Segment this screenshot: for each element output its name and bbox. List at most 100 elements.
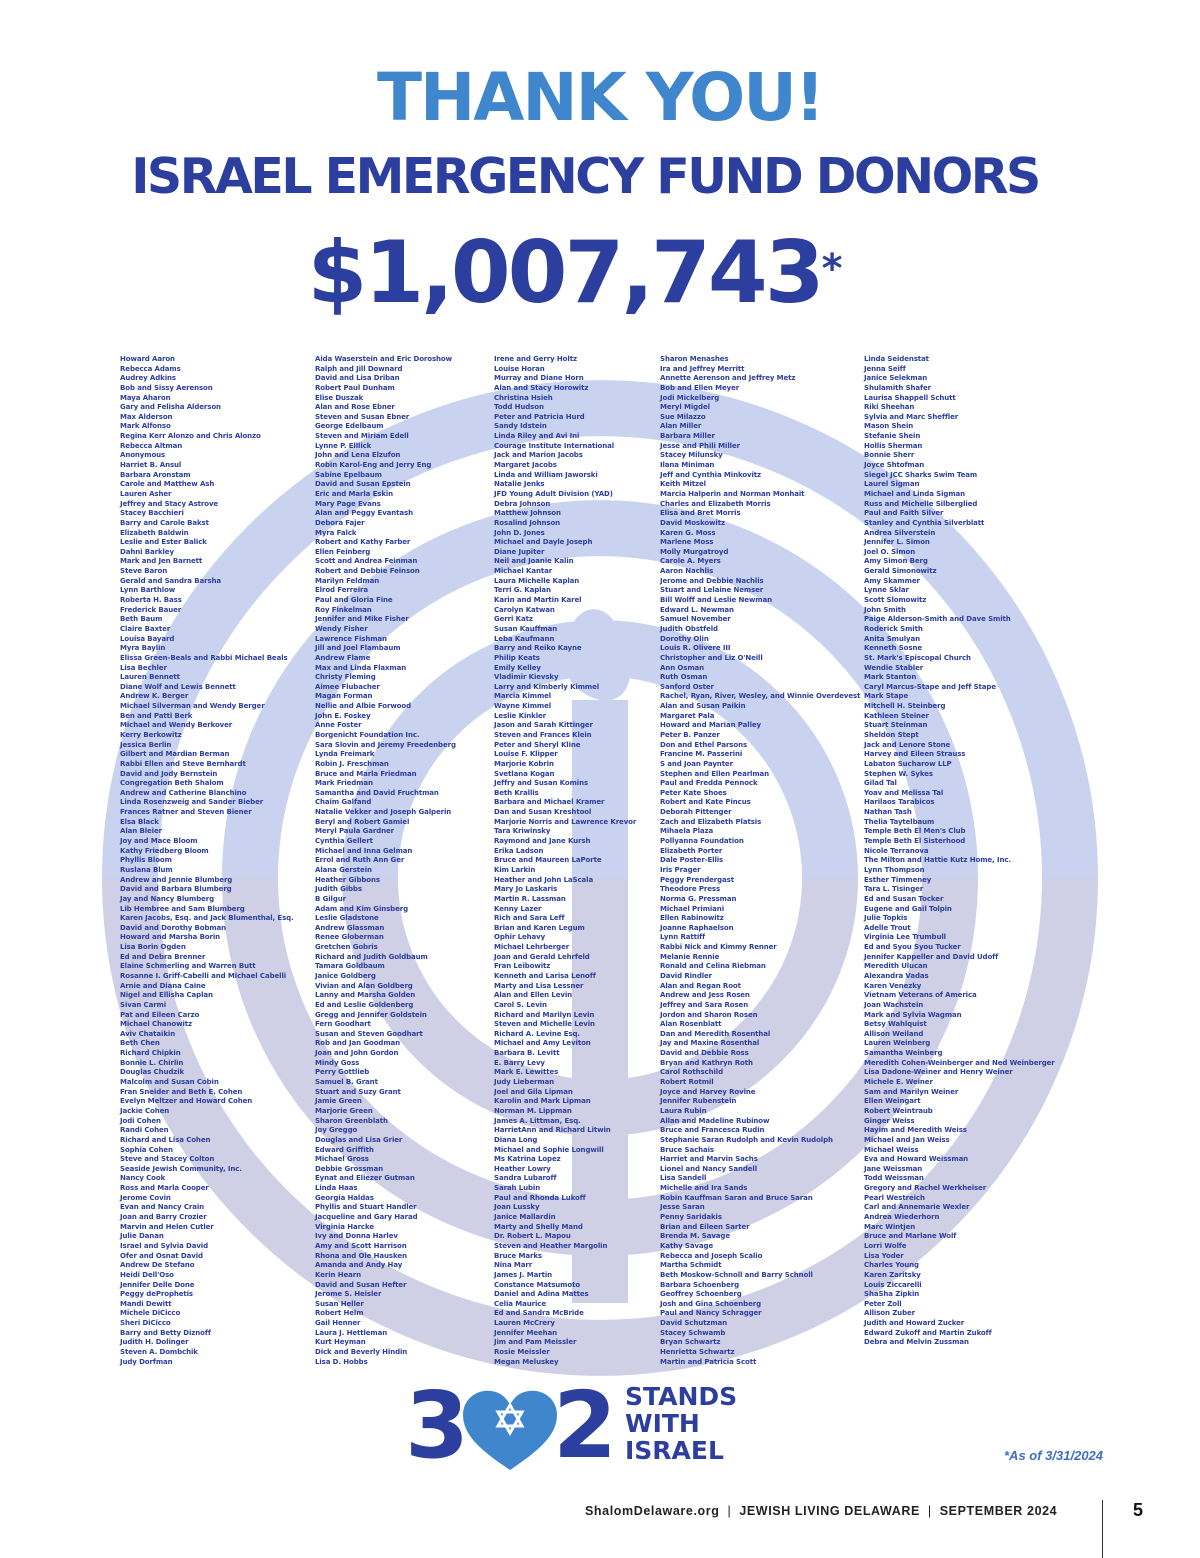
donor-name: Jay and Nancy Blumberg bbox=[120, 894, 215, 903]
donor-name: Jesse Saran bbox=[660, 1203, 705, 1212]
donor-name: Elsa Black bbox=[120, 817, 159, 826]
donor-name: Jim and Pam Meissler bbox=[494, 1338, 577, 1347]
donor-name: Gregory and Rachel Werkheiser bbox=[864, 1184, 987, 1193]
donor-name: Harriet and Marvin Sachs bbox=[660, 1155, 758, 1164]
as-of-footnote: *As of 3/31/2024 bbox=[1004, 1448, 1104, 1463]
donor-name: David and Dorothy Bobman bbox=[120, 923, 227, 932]
donor-name: Paige Alderson-Smith and Dave Smith bbox=[864, 615, 1011, 624]
donor-name: Elise Duszak bbox=[315, 393, 364, 402]
donor-name: Daniel and Adina Mattes bbox=[494, 1290, 589, 1299]
donor-name: Ed and Leslie Goldenberg bbox=[315, 1000, 414, 1009]
donor-name: Steven and Michelle Levin bbox=[494, 1020, 595, 1029]
donor-name: Vivian and Alan Goldberg bbox=[315, 981, 413, 990]
donor-name: Seaside Jewish Community, Inc. bbox=[120, 1164, 242, 1173]
donor-name: Rob and Jan Goodman bbox=[315, 1039, 401, 1048]
donor-name: Pearl Westreich bbox=[864, 1193, 925, 1202]
donor-name: Elizabeth Baldwin bbox=[120, 528, 189, 537]
donor-name: Debora Fajer bbox=[315, 518, 365, 527]
donor-name: Barbara and Michael Kramer bbox=[494, 798, 605, 807]
donor-name: Barry and Betty Diznoff bbox=[120, 1328, 211, 1337]
donor-name: Harriet B. Ansul bbox=[120, 461, 182, 470]
donor-name: Celia Maurice bbox=[494, 1299, 546, 1308]
donor-name: Mason Shein bbox=[864, 422, 914, 431]
donor-name: Carl and Annemarie Wexler bbox=[864, 1203, 970, 1212]
donor-name: Mark and Sylvia Wagman bbox=[864, 1010, 962, 1019]
fund-donors-heading: ISRAEL EMERGENCY FUND DONORS bbox=[131, 148, 1041, 205]
donor-name: Robert and Kathy Farber bbox=[315, 538, 411, 547]
donor-name: Stuart and Lelaine Nemser bbox=[660, 586, 764, 595]
donor-name: Errol and Ruth Ann Ger bbox=[315, 856, 405, 865]
donor-name: Judy Dorfman bbox=[120, 1357, 173, 1366]
donor-name: Stephanie Saran Rudolph and Kevin Rudolp… bbox=[660, 1135, 833, 1144]
donor-name: Bob and Ellen Meyer bbox=[660, 383, 740, 392]
donor-name: Peter Zoll bbox=[864, 1299, 902, 1308]
donor-name: Laurisa Shappell Schutt bbox=[864, 393, 956, 402]
donor-name: Jennifer Delle Done bbox=[120, 1280, 195, 1289]
donor-name: Dorothy Olin bbox=[660, 634, 709, 643]
donor-name: Louis R. Olivere III bbox=[660, 644, 731, 653]
donor-name: Yoav and Melissa Tal bbox=[864, 788, 944, 797]
donor-name: Jackie Cohen bbox=[120, 1106, 170, 1115]
donor-name: Elrod Ferreira bbox=[315, 586, 368, 595]
donor-name: Meredith Ulucan bbox=[864, 962, 928, 971]
donor-name: Paul and Faith Silver bbox=[864, 509, 944, 518]
donor-name: Martin R. Lassman bbox=[494, 894, 566, 903]
donor-name: Larry and Kimberly Kimmel bbox=[494, 682, 600, 691]
donor-name: Bruce Sachais bbox=[660, 1145, 714, 1154]
donor-name: Gerald and Sandra Barsha bbox=[120, 576, 222, 585]
donor-name: Joanne Raphaelson bbox=[660, 923, 734, 932]
donor-name: Karen Zaritsky bbox=[864, 1270, 921, 1279]
donor-name: HarrietAnn and Richard Litwin bbox=[494, 1126, 611, 1135]
donor-name: Erika Ladson bbox=[494, 846, 544, 855]
donor-name: Alan and Ellen Levin bbox=[494, 991, 573, 1000]
donor-name: Ed and Syou Syou Tucker bbox=[864, 943, 961, 952]
donor-name: Dick and Beverly Hindin bbox=[315, 1347, 408, 1356]
donor-name: Marjorie Kobrin bbox=[494, 759, 554, 768]
footer-site: ShalomDelaware.org bbox=[585, 1504, 720, 1518]
donor-name: Don and Ethel Parsons bbox=[660, 740, 748, 749]
donor-name: John Smith bbox=[864, 605, 906, 614]
donor-name: Gregg and Jennifer Goldstein bbox=[315, 1010, 427, 1019]
donor-name: Hollis Sherman bbox=[864, 441, 923, 450]
donor-name: Marcia Kimmel bbox=[494, 692, 552, 701]
donor-name: Laura Rubin bbox=[660, 1106, 707, 1115]
donor-name: Heather and John LaScala bbox=[494, 875, 594, 884]
donor-name: Tara Kriwinsky bbox=[494, 827, 551, 836]
donor-name: Michael and Wendy Berkover bbox=[120, 721, 233, 730]
donor-name: Jill and Joel Flambaum bbox=[315, 644, 401, 653]
donor-name: Sophia Cohen bbox=[120, 1145, 173, 1154]
donor-name: Congregation Beth Shalom bbox=[120, 779, 224, 788]
donor-name: Bob and Sissy Aerenson bbox=[120, 383, 213, 392]
donor-name: Regina Kerr Alonzo and Chris Alonzo bbox=[120, 432, 261, 441]
donor-name: Aida Waserstein and Eric Doroshow bbox=[315, 355, 453, 363]
donor-name: David and Susan Epstein bbox=[315, 480, 411, 489]
donor-name: Arnie and Diana Caine bbox=[120, 981, 206, 990]
donor-name: Virginia Harcke bbox=[315, 1222, 374, 1231]
donor-name: Andrew and Jess Rosen bbox=[660, 991, 750, 1000]
donor-name: Lisa Bechler bbox=[120, 663, 167, 672]
donor-name: Kenny Lazer bbox=[494, 904, 542, 913]
donor-name: Alan Bleier bbox=[120, 827, 162, 836]
donor-name: Julie Topkis bbox=[864, 914, 908, 923]
donor-name: Allison Zuber bbox=[864, 1309, 915, 1318]
logo-israel: ISRAEL bbox=[625, 1436, 724, 1465]
donor-name: Joan Wachstein bbox=[864, 1000, 924, 1009]
donor-name: Joyce Shtofman bbox=[864, 461, 925, 470]
donor-name: David Schutzman bbox=[660, 1319, 728, 1328]
donor-name: Gilad Tal bbox=[864, 779, 897, 788]
donor-name: Deborah Pittenger bbox=[660, 808, 732, 817]
donor-name: Joan Lussky bbox=[494, 1203, 540, 1212]
donor-name: Howard and Marian Palley bbox=[660, 721, 761, 730]
donor-name: Jerome Covin bbox=[120, 1193, 171, 1202]
donor-name: Judith and Howard Zucker bbox=[864, 1319, 965, 1328]
donor-name: Alan Rosenblatt bbox=[660, 1020, 722, 1029]
donor-name: Mark Alfonso bbox=[120, 422, 171, 431]
donor-name: Rebecca Altman bbox=[120, 441, 183, 450]
donor-name: Shulamith Shafer bbox=[864, 383, 931, 392]
donor-name: Robert and Kate Pincus bbox=[660, 798, 751, 807]
donor-name: Jane Weissman bbox=[864, 1164, 923, 1173]
donor-name: E. Barry Levy bbox=[494, 1058, 545, 1067]
donor-name: David Moskowitz bbox=[660, 518, 725, 527]
donor-name: Svetlana Kogan bbox=[494, 769, 555, 778]
